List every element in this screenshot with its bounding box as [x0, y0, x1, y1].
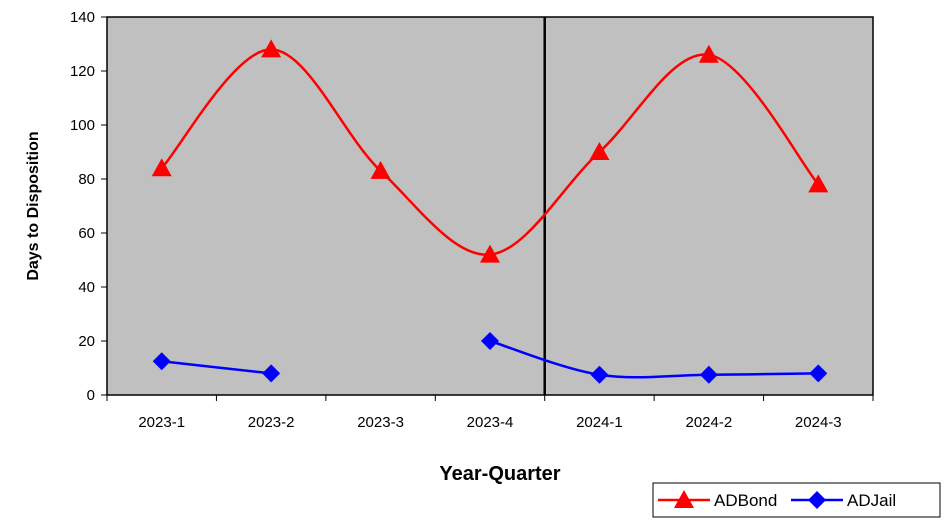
- y-tick-label: 140: [70, 9, 95, 26]
- adjail-point: [809, 364, 828, 383]
- legend-adjail-label: ADJail: [847, 491, 896, 510]
- y-tick-label: 120: [70, 63, 95, 80]
- x-tick-label: 2023-1: [138, 414, 185, 431]
- adjail-point: [481, 332, 499, 350]
- adjail-point: [152, 352, 171, 371]
- adjail-point: [590, 365, 609, 384]
- y-tick-label: 60: [78, 225, 95, 242]
- x-tick-label: 2023-4: [467, 414, 514, 431]
- adbond-point: [808, 174, 829, 193]
- x-tick-label: 2023-3: [357, 414, 404, 431]
- y-tick-label: 40: [78, 279, 95, 296]
- y-axis: 0 20 40 60 80 100 120 140: [70, 9, 107, 404]
- x-tick-label: 2024-2: [685, 414, 732, 431]
- x-tick-label: 2024-3: [795, 414, 842, 431]
- legend-adbond-label: ADBond: [714, 491, 777, 510]
- y-tick-label: 0: [87, 387, 95, 404]
- adbond-point: [698, 44, 719, 63]
- adbond-point: [261, 39, 282, 58]
- y-tick-label: 80: [78, 171, 95, 188]
- legend-adbond-marker: [674, 490, 694, 508]
- x-axis: 2023-1 2023-2 2023-3 2023-4 2024-1 2024-2 2024…: [106, 395, 874, 431]
- x-tick-label: 2023-2: [248, 414, 295, 431]
- y-tick-label: 20: [78, 333, 95, 350]
- adjail-point: [262, 364, 281, 383]
- series-markers: [151, 39, 829, 384]
- adjail-point: [699, 365, 718, 384]
- legend-adjail-marker: [808, 491, 826, 509]
- y-axis-title: Days to Disposition: [25, 131, 42, 280]
- adjail-line: [489, 339, 819, 379]
- adbond-point: [589, 142, 610, 160]
- y-tick-label: 100: [70, 117, 95, 134]
- adbond-point: [370, 160, 391, 179]
- adbond-point: [480, 244, 500, 263]
- x-axis-title: Year-Quarter: [439, 463, 560, 485]
- adbond-point: [151, 158, 172, 177]
- x-tick-label: 2024-1: [576, 414, 623, 431]
- legend: ADBond ADJail: [652, 482, 941, 518]
